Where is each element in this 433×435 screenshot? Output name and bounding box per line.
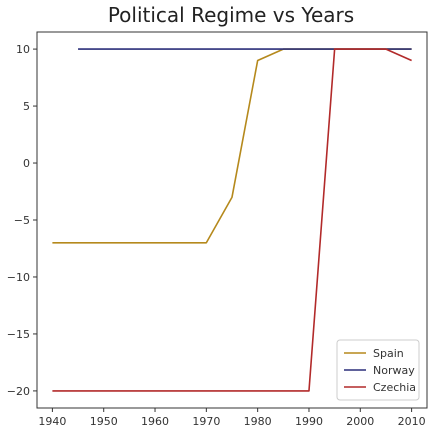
legend: Spain Norway Czechia (336, 339, 420, 401)
legend-label-czechia: Czechia (373, 381, 416, 394)
x-tick-label: 1990 (295, 415, 323, 428)
legend-box (336, 339, 420, 401)
y-tick-label: 5 (23, 100, 30, 113)
y-tick-label: −15 (7, 328, 30, 341)
series-line-spain (52, 48, 412, 244)
x-tick-label: 2000 (346, 415, 374, 428)
x-tick-label: 1960 (141, 415, 169, 428)
y-tick-label: −20 (7, 385, 30, 398)
x-tick-label: 1950 (90, 415, 118, 428)
y-tick-label: 0 (23, 157, 30, 170)
x-tick-label: 1940 (38, 415, 66, 428)
y-axis: 10 5 0 −5 −10 −15 −20 (7, 43, 37, 398)
y-tick-label: −10 (7, 271, 30, 284)
legend-label-norway: Norway (373, 364, 415, 377)
series-layer (52, 48, 412, 392)
y-tick-label: 10 (16, 43, 30, 56)
x-tick-label: 2010 (398, 415, 426, 428)
x-tick-label: 1970 (192, 415, 220, 428)
y-tick-label: −5 (14, 214, 30, 227)
chart-title: Political Regime vs Years (108, 3, 354, 27)
x-tick-label: 1980 (244, 415, 272, 428)
legend-label-spain: Spain (373, 347, 404, 360)
series-line-czechia (52, 48, 412, 392)
x-axis: 1940 1950 1960 1970 1980 1990 2000 2010 (38, 408, 426, 428)
